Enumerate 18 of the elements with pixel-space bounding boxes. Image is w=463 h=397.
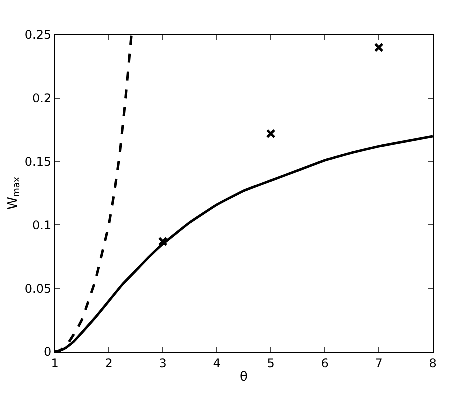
x-tick-label: 6 (321, 356, 329, 370)
x-tick-label: 2 (105, 356, 113, 370)
y-tick-label: 0.2 (32, 92, 52, 106)
x-tick-label: 4 (213, 356, 221, 370)
x-tick-label: 1 (51, 356, 59, 370)
x-axis-title: θ (240, 370, 248, 385)
point (374, 42, 384, 52)
x-tick-label: 7 (375, 356, 383, 370)
point (158, 236, 168, 246)
y-tick-label: 0 (44, 345, 52, 360)
x-tick-label: 3 (159, 356, 167, 370)
y-tick-label: 0.1 (32, 218, 52, 232)
y-tick-label: 0.15 (24, 155, 52, 169)
y-tick-label: 0.25 (24, 28, 52, 42)
point (266, 129, 276, 139)
x-tick-label: 5 (267, 356, 275, 370)
x-tick-label: 8 (429, 356, 437, 370)
y-tick-label: 0.05 (24, 282, 52, 296)
